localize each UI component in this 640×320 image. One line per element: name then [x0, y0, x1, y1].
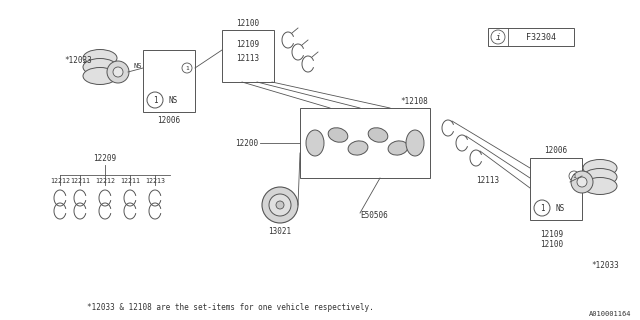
- Ellipse shape: [306, 130, 324, 156]
- Text: 1: 1: [572, 173, 576, 179]
- Bar: [530, 158, 582, 220]
- Text: *12033: *12033: [591, 261, 619, 270]
- Bar: [143, 50, 195, 112]
- Text: NS: NS: [168, 95, 178, 105]
- Text: 12113: 12113: [236, 53, 260, 62]
- Ellipse shape: [583, 169, 617, 186]
- Text: NS: NS: [134, 63, 142, 69]
- Ellipse shape: [583, 178, 617, 195]
- Text: 12109: 12109: [236, 39, 260, 49]
- Text: 12213: 12213: [145, 178, 165, 184]
- Ellipse shape: [583, 159, 617, 177]
- Ellipse shape: [406, 130, 424, 156]
- Text: 12006: 12006: [157, 116, 180, 124]
- Circle shape: [182, 63, 192, 73]
- Text: 12211: 12211: [70, 178, 90, 184]
- Text: i: i: [495, 33, 500, 42]
- Text: 1: 1: [153, 95, 157, 105]
- Text: 12006: 12006: [545, 146, 568, 155]
- Ellipse shape: [269, 194, 291, 216]
- Ellipse shape: [328, 128, 348, 142]
- Ellipse shape: [348, 141, 368, 155]
- Ellipse shape: [83, 50, 117, 67]
- Ellipse shape: [388, 141, 408, 155]
- Text: 12100: 12100: [540, 239, 563, 249]
- Ellipse shape: [276, 201, 284, 209]
- Ellipse shape: [83, 59, 117, 76]
- Text: *12033: *12033: [64, 55, 92, 65]
- Ellipse shape: [262, 187, 298, 223]
- Ellipse shape: [368, 128, 388, 142]
- Text: 12100: 12100: [236, 19, 260, 28]
- Text: F32304: F32304: [526, 33, 556, 42]
- Ellipse shape: [83, 68, 117, 84]
- Text: 13021: 13021: [268, 227, 292, 236]
- Text: 1: 1: [185, 66, 189, 70]
- Text: 12209: 12209: [93, 154, 116, 163]
- Text: E50506: E50506: [360, 211, 388, 220]
- Text: NS: NS: [556, 204, 564, 212]
- Text: *12033 & 12108 are the set-items for one vehicle respectively.: *12033 & 12108 are the set-items for one…: [86, 303, 373, 313]
- Text: 1: 1: [540, 204, 544, 212]
- Bar: [488, 28, 574, 46]
- Bar: [222, 30, 274, 82]
- Circle shape: [569, 171, 579, 181]
- Text: 12211: 12211: [120, 178, 140, 184]
- Ellipse shape: [571, 171, 593, 193]
- Ellipse shape: [113, 67, 123, 77]
- Circle shape: [534, 200, 550, 216]
- Text: 12113: 12113: [476, 175, 500, 185]
- Text: 12212: 12212: [50, 178, 70, 184]
- Circle shape: [147, 92, 163, 108]
- Text: 12200: 12200: [235, 139, 258, 148]
- Ellipse shape: [577, 177, 587, 187]
- Text: 12212: 12212: [95, 178, 115, 184]
- Circle shape: [491, 30, 505, 44]
- Text: 12109: 12109: [540, 229, 563, 238]
- Text: *12108: *12108: [400, 97, 428, 106]
- Ellipse shape: [107, 61, 129, 83]
- Text: A010001164: A010001164: [589, 311, 631, 317]
- Bar: [300, 108, 430, 178]
